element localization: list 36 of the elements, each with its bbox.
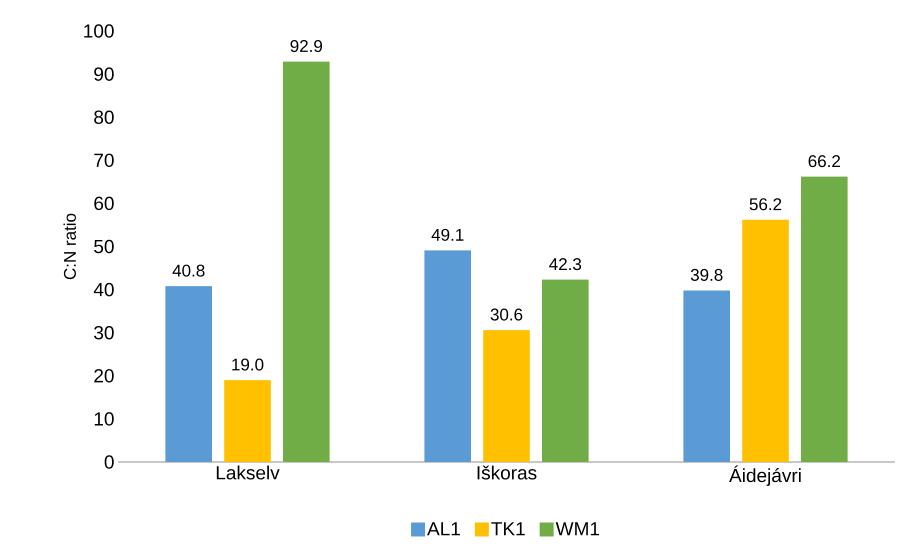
y-tick-label: 80 [94, 110, 114, 124]
data-label: 30.6 [490, 308, 522, 321]
x-tick-label: Áidejávri [729, 466, 801, 486]
y-tick-label: 70 [94, 154, 114, 168]
data-label: 66.2 [808, 155, 840, 168]
y-tick-label: 40 [94, 282, 114, 296]
bar [683, 290, 730, 462]
data-label: 42.3 [549, 258, 582, 270]
data-label: 19.0 [232, 358, 264, 371]
x-tick-label: Lakselv [216, 466, 280, 480]
y-tick-label: 20 [94, 369, 114, 383]
data-label: 49.1 [432, 228, 464, 241]
data-label: 92.9 [290, 40, 322, 52]
y-tick-label: 60 [94, 196, 114, 210]
legend-label: WM1 [556, 522, 600, 536]
legend-label: AL1 [427, 522, 460, 536]
y-tick-label: 50 [94, 240, 114, 254]
x-tick-label: Iškoras [478, 466, 536, 480]
legend-label: TK1 [491, 522, 525, 536]
bar [800, 176, 848, 462]
y-tick-label: 90 [94, 67, 114, 81]
y-tick-label: 100 [84, 24, 114, 38]
y-tick-label: 10 [94, 412, 114, 426]
bar [282, 62, 330, 462]
bar [483, 330, 530, 462]
bar [742, 220, 789, 462]
bar [165, 286, 212, 462]
data-label: 40.8 [172, 264, 205, 277]
data-label: 56.2 [750, 198, 782, 210]
y-axis-title: C:N ratio [63, 214, 76, 280]
bar [224, 380, 271, 462]
bar [424, 250, 472, 462]
y-tick-label: 0 [104, 455, 114, 469]
data-label: 39.8 [690, 268, 723, 281]
y-tick-label: 30 [94, 326, 114, 340]
bar [542, 280, 589, 462]
